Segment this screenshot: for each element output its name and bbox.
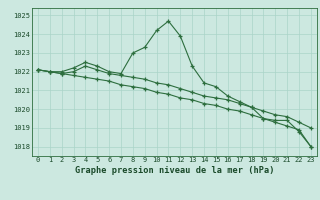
X-axis label: Graphe pression niveau de la mer (hPa): Graphe pression niveau de la mer (hPa) [75, 166, 274, 175]
